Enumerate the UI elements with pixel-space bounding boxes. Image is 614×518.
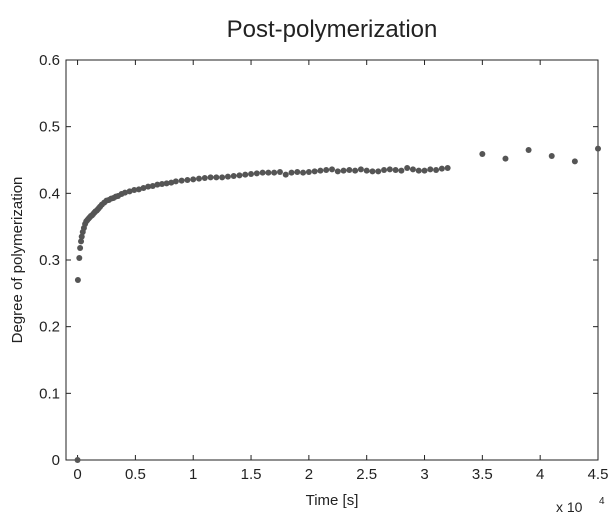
data-point — [363, 167, 370, 174]
data-point — [317, 167, 324, 174]
data-point — [253, 170, 260, 177]
data-point — [172, 178, 179, 185]
data-point — [433, 167, 440, 173]
data-point — [158, 181, 165, 187]
data-point — [415, 167, 422, 174]
data-point — [311, 168, 318, 175]
data-point — [352, 167, 359, 174]
data-point — [294, 169, 301, 175]
y-tick-label: 0 — [52, 452, 60, 469]
x-tick-label: 3.5 — [472, 466, 493, 483]
chart-title: Post-polymerization — [227, 16, 438, 43]
data-point — [154, 181, 161, 188]
data-point — [404, 165, 411, 171]
data-point — [213, 174, 220, 181]
y-tick-label: 0.3 — [39, 252, 60, 269]
data-point — [219, 174, 226, 181]
data-point — [334, 168, 341, 175]
data-point — [149, 183, 156, 189]
data-point — [369, 168, 376, 175]
data-point — [386, 166, 393, 173]
data-point — [121, 189, 128, 196]
data-point — [184, 177, 191, 183]
data-point — [398, 167, 405, 174]
data-point — [236, 172, 243, 179]
data-point — [305, 169, 312, 175]
data-point — [131, 187, 138, 193]
data-point — [427, 166, 434, 173]
x-tick-label: 2 — [305, 466, 313, 483]
data-point — [409, 166, 416, 173]
x-tick-label: 2.5 — [356, 466, 377, 483]
data-point — [375, 168, 382, 175]
x-tick-label: 0.5 — [125, 466, 146, 483]
x-tick-label: 1 — [189, 466, 197, 483]
x-tick-label: 3 — [420, 466, 428, 483]
data-point — [74, 277, 81, 283]
data-point — [346, 167, 353, 173]
data-point — [357, 166, 364, 173]
data-point — [76, 255, 83, 261]
data-point — [145, 183, 152, 190]
data-point — [78, 233, 85, 240]
data-point — [548, 153, 555, 159]
y-tick-label: 0.5 — [39, 119, 60, 136]
x-axis-multiplier: x 10 — [556, 499, 583, 515]
x-tick-label: 4 — [536, 466, 544, 483]
data-point — [248, 171, 255, 177]
data-point — [77, 245, 84, 251]
data-point — [163, 180, 170, 187]
data-point — [135, 186, 142, 193]
data-point — [168, 179, 175, 186]
data-point — [224, 173, 231, 180]
data-point — [381, 167, 388, 173]
data-point — [300, 169, 307, 176]
data-point — [329, 166, 335, 173]
data-point — [242, 171, 249, 178]
x-tick-label: 4.5 — [588, 466, 609, 483]
data-point — [201, 175, 208, 181]
data-point — [438, 165, 445, 172]
x-axis-ticks: 0 0.5 1 1.5 2 2.5 3 3.5 4 4.5 — [73, 60, 608, 483]
data-point — [282, 171, 289, 178]
y-axis-title: Degree of polymerization — [9, 177, 26, 344]
plot-area-frame — [65, 59, 599, 461]
data-point — [140, 185, 147, 191]
x-tick-label: 0 — [73, 466, 81, 483]
y-tick-label: 0.2 — [39, 319, 60, 336]
data-point — [178, 177, 185, 184]
data-point — [126, 188, 133, 195]
data-point — [479, 151, 486, 157]
y-tick-label: 0.6 — [39, 52, 60, 69]
data-point — [196, 175, 202, 182]
data-point — [207, 174, 214, 181]
data-point — [571, 158, 578, 165]
data-point — [340, 167, 347, 174]
data-point — [265, 169, 272, 176]
data-point — [271, 169, 278, 176]
y-tick-label: 0.1 — [39, 385, 60, 402]
x-axis-title: Time [s] — [306, 492, 359, 509]
y-axis-ticks: 0 0.1 0.2 0.3 0.4 0.5 0.6 — [39, 52, 598, 469]
data-point — [502, 155, 509, 162]
data-point — [74, 457, 81, 463]
data-point — [444, 165, 451, 171]
data-point — [78, 238, 85, 245]
data-point — [288, 169, 295, 176]
data-point — [525, 147, 532, 153]
x-tick-label: 1.5 — [241, 466, 262, 483]
data-point — [392, 167, 399, 173]
data-point — [259, 169, 266, 176]
data-point — [190, 176, 197, 183]
data-point — [230, 173, 237, 179]
data-point — [323, 167, 330, 173]
data-points — [74, 145, 601, 463]
data-point — [595, 145, 601, 152]
x-axis-multiplier-exponent: 4 — [599, 496, 605, 507]
data-point — [276, 169, 283, 175]
data-point — [421, 167, 428, 174]
y-tick-label: 0.4 — [39, 185, 60, 202]
